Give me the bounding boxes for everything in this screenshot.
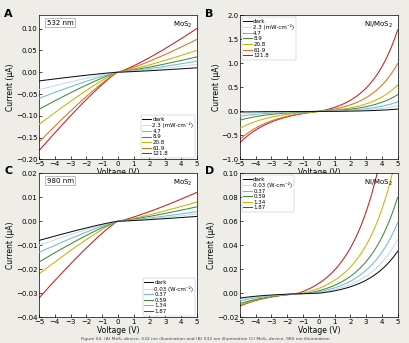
Text: MoS$_2$: MoS$_2$ [172,20,191,30]
Y-axis label: Current (μA): Current (μA) [211,64,220,111]
Text: 980 nm: 980 nm [47,178,74,184]
X-axis label: Voltage (V): Voltage (V) [97,168,139,177]
X-axis label: Voltage (V): Voltage (V) [97,326,139,335]
Text: Ni/MoS$_2$: Ni/MoS$_2$ [363,20,392,30]
Text: A: A [4,9,13,19]
Text: C: C [4,166,12,176]
Text: Figure S4. (A) MoS₂ device, 532 nm illumination and (B) 532 nm illumination (C) : Figure S4. (A) MoS₂ device, 532 nm illum… [81,337,328,341]
Text: MoS$_2$: MoS$_2$ [172,178,191,188]
Text: 980 nm: 980 nm [247,178,274,184]
Text: 532 nm: 532 nm [247,20,274,26]
X-axis label: Voltage (V): Voltage (V) [297,326,339,335]
Legend: dark, 0.03 (W·cm⁻²), 0.37, 0.59, 1.34, 1.87: dark, 0.03 (W·cm⁻²), 0.37, 0.59, 1.34, 1… [241,175,293,212]
X-axis label: Voltage (V): Voltage (V) [297,168,339,177]
Y-axis label: Current (μA): Current (μA) [6,64,15,111]
Legend: dark, 0.03 (W·cm⁻²), 0.37, 0.59, 1.34, 1.87: dark, 0.03 (W·cm⁻²), 0.37, 0.59, 1.34, 1… [142,279,195,316]
Y-axis label: Current (μA): Current (μA) [207,222,216,269]
Text: B: B [204,9,213,19]
Text: 532 nm: 532 nm [47,20,73,26]
Text: Ni/MoS$_2$: Ni/MoS$_2$ [363,178,392,188]
Legend: dark, 2.3 (mW·cm⁻²), 4.7, 8.9, 20.8, 61.9, 121.8: dark, 2.3 (mW·cm⁻²), 4.7, 8.9, 20.8, 61.… [140,115,195,158]
Y-axis label: Current (μA): Current (μA) [6,222,15,269]
Legend: dark, 2.3 (mW·cm⁻²), 4.7, 8.9, 20.8, 61.9, 121.8: dark, 2.3 (mW·cm⁻²), 4.7, 8.9, 20.8, 61.… [241,17,295,60]
Text: D: D [204,166,214,176]
